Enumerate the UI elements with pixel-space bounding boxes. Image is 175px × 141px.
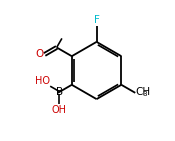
- Text: 3: 3: [142, 91, 147, 97]
- Text: B: B: [56, 87, 63, 97]
- Text: F: F: [94, 15, 100, 25]
- Text: OH: OH: [52, 105, 67, 115]
- Text: CH: CH: [136, 87, 151, 97]
- Text: HO: HO: [34, 76, 50, 85]
- Text: O: O: [35, 49, 43, 60]
